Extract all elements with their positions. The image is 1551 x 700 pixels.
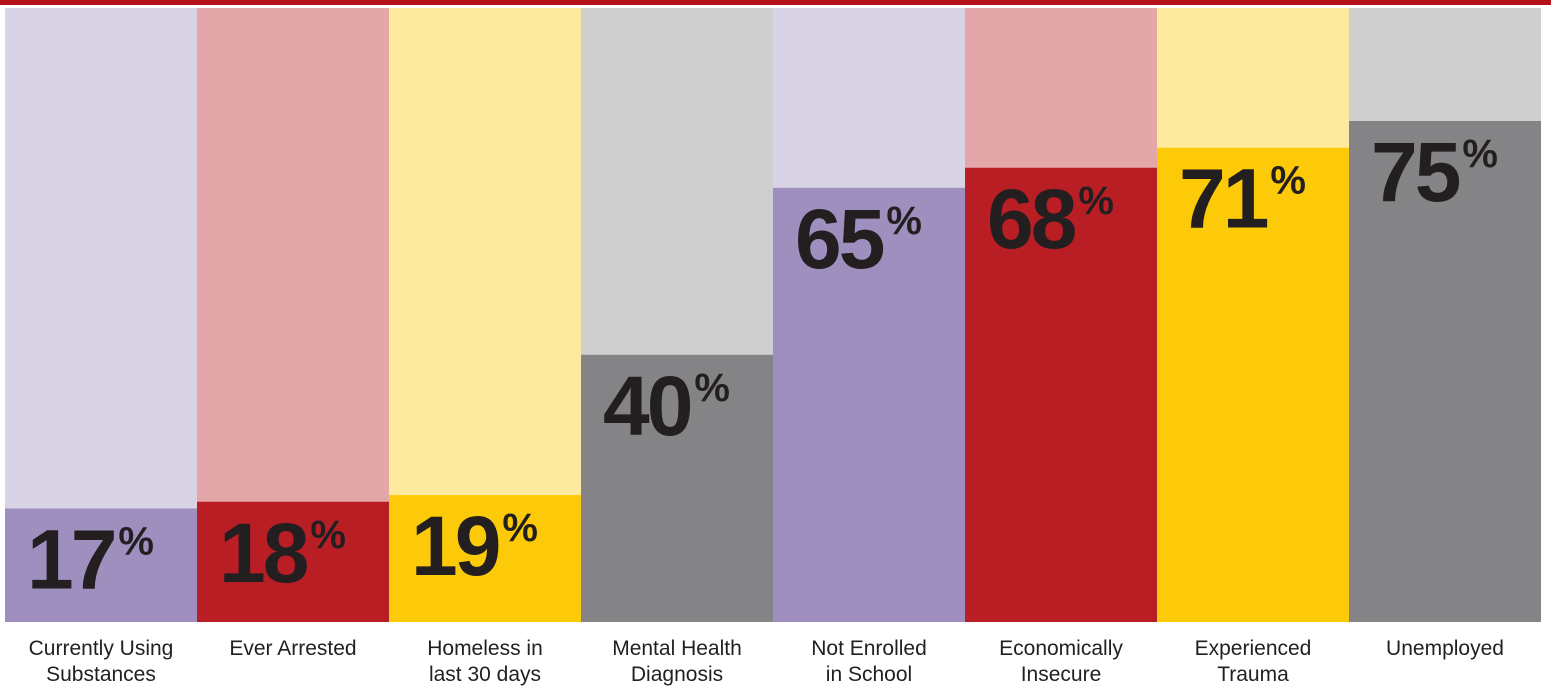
bar	[773, 187, 965, 623]
category-label: Economically Insecure	[999, 637, 1123, 686]
value-label: 40%	[603, 359, 729, 453]
bar	[1349, 121, 1541, 622]
value-label: 17%	[27, 512, 153, 606]
value-label: 65%	[795, 192, 921, 286]
bar	[5, 508, 197, 622]
bar	[389, 495, 581, 622]
category-label: Mental Health Diagnosis	[612, 637, 742, 686]
bar	[1157, 147, 1349, 622]
value-label: 75%	[1371, 125, 1497, 219]
value-label: 71%	[1179, 152, 1305, 246]
top-rule	[0, 0, 1551, 5]
bar	[965, 167, 1157, 622]
bar	[581, 354, 773, 622]
value-label: 18%	[219, 506, 345, 600]
category-label: Unemployed	[1386, 637, 1504, 660]
bar	[197, 501, 389, 622]
category-label: Experienced Trauma	[1194, 637, 1312, 686]
value-label: 19%	[411, 499, 537, 593]
category-label: Not Enrolled in School	[811, 637, 927, 686]
category-label: Homeless in last 30 days	[427, 637, 543, 686]
category-label: Ever Arrested	[229, 637, 357, 660]
value-label: 68%	[987, 172, 1113, 266]
category-label: Currently Using Substances	[28, 637, 174, 686]
